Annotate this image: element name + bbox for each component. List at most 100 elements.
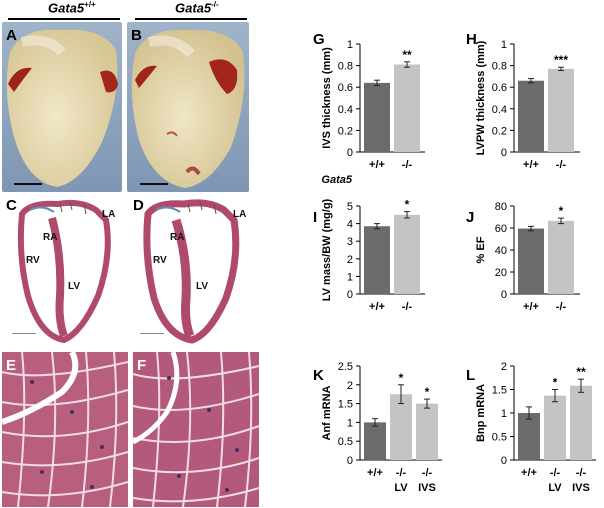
chart-g-y-tick-label: 0.2 [338,125,353,137]
chart-g-category-label: -/- [402,159,413,171]
chart-g-ylabel: IVS thickness (mm) [321,47,333,149]
chart-l-y-tick-label: 1.5 [492,385,507,397]
histology-wt [2,352,128,507]
chart-g-category-label: +/+ [369,159,385,171]
chart-l-ylabel: Bnp mRNA [475,384,487,442]
chart-k-sublabel: IVS [418,482,436,494]
chart-k-significance: * [425,385,430,399]
chart-k-y-tick-label: 1 [347,417,353,429]
chart-h-y-tick-label: 0.4 [492,104,507,116]
chart-k-category-label: +/+ [367,467,383,479]
chart-k-panel-label: K [313,367,324,384]
chart-j-bar [518,228,544,294]
panel-label-c: C [6,197,17,214]
chart-l-y-tick-label: 1 [501,408,507,420]
heart-section-wt [0,196,126,346]
chart-j-y-tick-label: 80 [495,201,507,213]
chart-j-significance: * [559,204,564,218]
label-lv-c: LV [68,281,81,292]
chart-h-y-tick-label: 0.8 [492,61,507,73]
panel-label-e: E [6,357,17,374]
histology-wt-image [2,352,128,507]
chart-k-y-tick-label: 1.5 [338,399,353,411]
genotype-underline-ko [135,18,247,20]
chart-k-ylabel: Anf mRNA [321,385,333,440]
chart-i-y-tick-label: 0 [347,289,353,301]
chart-k-bar [416,403,438,460]
chart-k-significance: * [399,371,404,385]
chart-j-category-label: -/- [556,301,567,313]
chart-j-panel-label: J [466,209,474,226]
chart-i-y-tick-label: 4 [347,219,353,231]
heart-section-wt-image [17,199,111,344]
chart-i-y-tick-label: 1 [347,271,353,283]
chart-h-y-tick-label: 0 [501,147,507,159]
chart-l-category-label: -/- [576,467,587,479]
label-ra-d: RA [170,232,185,243]
chart-l-category-label: +/+ [521,467,537,479]
chart-l-bar [518,413,540,460]
label-lv-d: LV [196,281,209,292]
heart-photo-wt-image [2,22,122,192]
chart-h-y-tick-label: 1 [501,39,507,51]
chart-h-y-tick-label: 0.2 [492,125,507,137]
chart-h-panel-label: H [466,31,477,48]
chart-i-bar [364,226,390,294]
chart-j-y-tick-label: 60 [495,223,507,235]
genotype-header-wt: Gata5+/+ [48,0,96,15]
genotype-sup: +/+ [84,0,96,9]
label-ra-c: RA [43,232,58,243]
chart-i-significance: * [405,198,410,212]
genotype-base: Gata5 [48,0,85,16]
chart-l-bar [544,395,566,460]
scale-bar-d [140,333,164,334]
chart-i-panel-label: I [313,209,317,226]
panel-label-d: D [133,197,144,214]
heart-section-ko [126,196,252,346]
chart-g-panel-label: G [313,31,325,48]
chart-g-significance: ** [402,48,412,62]
chart-h-significance: *** [554,53,568,67]
heart-photo-wt [2,22,122,192]
chart-j-y-tick-label: 40 [495,245,507,257]
chart-i-category-label: +/+ [369,301,385,313]
chart-h-category-label: -/- [556,159,567,171]
chart-i-category-label: -/- [402,301,413,313]
label-rv-c: RV [26,255,40,266]
chart-g-y-tick-label: 0 [347,147,353,159]
chart-g-y-tick-label: 1 [347,39,353,51]
chart-i-y-tick-label: 2 [347,254,353,266]
histology-ko [133,352,259,507]
chart-g-group-label: Gata5 [321,174,352,186]
heart-section-ko-image [143,199,240,344]
chart-i-y-tick-label: 5 [347,201,353,213]
chart-g-y-tick-label: 0.4 [338,104,353,116]
chart-g-y-tick-label: 0.8 [338,61,353,73]
chart-l-category-label: -/- [550,467,561,479]
chart-h-bar [518,80,544,152]
chart-l-sublabel: LV [548,482,562,494]
label-la-c: LA [102,209,116,220]
chart-k-y-tick-label: 2.5 [338,361,353,373]
chart-h-ylabel: LVPW thickness (mm) [475,40,487,155]
genotype-base: Gata5 [175,0,212,16]
genotype-header-ko: Gata5-/- [175,0,219,15]
chart-h-category-label: +/+ [523,159,539,171]
chart-i-bar [394,214,420,294]
chart-j-y-tick-label: 20 [495,267,507,279]
chart-l-y-tick-label: 0 [501,455,507,467]
chart-k-y-tick-label: 2 [347,380,353,392]
chart-j-ylabel: % EF [475,236,487,263]
chart-h-bar [548,68,574,152]
chart-l-panel-label: L [466,367,475,384]
chart-k-category-label: -/- [422,467,433,479]
chart-j-bar [548,220,574,294]
panel-label-b: B [131,27,142,44]
panel-label-a: A [6,27,17,44]
chart-k-sublabel: LV [394,482,408,494]
chart-g-y-tick-label: 0.6 [338,82,353,94]
chart-k-category-label: -/- [396,467,407,479]
chart-k-bar [364,422,386,460]
chart-h-y-tick-label: 0.6 [492,82,507,94]
